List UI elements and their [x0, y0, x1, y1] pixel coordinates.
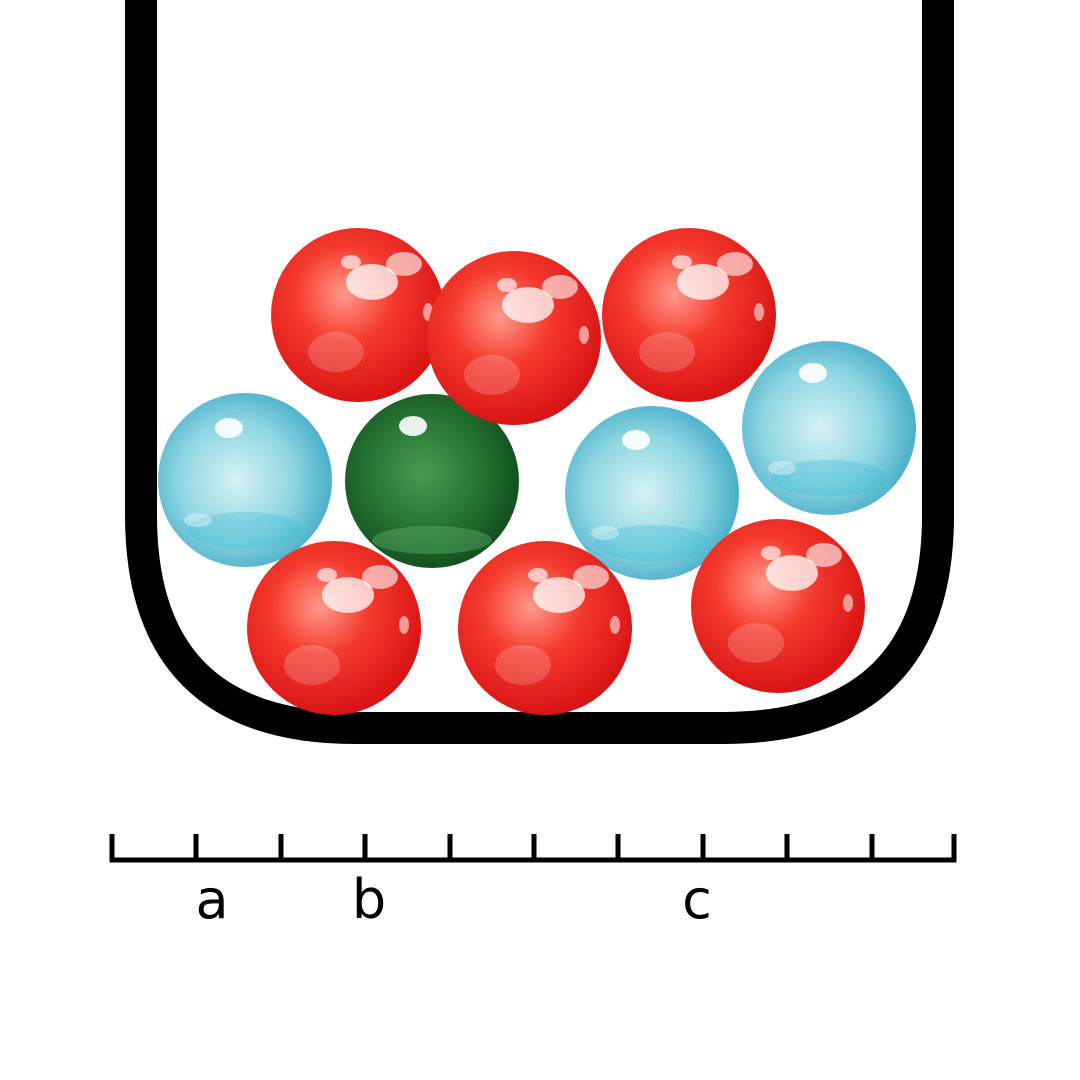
marble-red: [427, 251, 601, 425]
marble-red: [458, 541, 632, 715]
scale-ticks: [109, 834, 957, 862]
jar-outline: [125, 0, 954, 744]
marble-red: [602, 228, 776, 402]
marbles-group: [158, 228, 916, 715]
marble-red: [271, 228, 445, 402]
scale-label-b: b: [352, 868, 386, 931]
marble-blue: [158, 393, 332, 567]
scale-label-a: a: [195, 868, 228, 931]
marble-blue: [742, 341, 916, 515]
marble-green: [345, 394, 519, 568]
scale-label-c: c: [682, 868, 712, 931]
marble-blue: [565, 406, 739, 580]
marble-red: [247, 541, 421, 715]
marble-red: [691, 519, 865, 693]
measurement-scale: a b c: [109, 834, 957, 931]
